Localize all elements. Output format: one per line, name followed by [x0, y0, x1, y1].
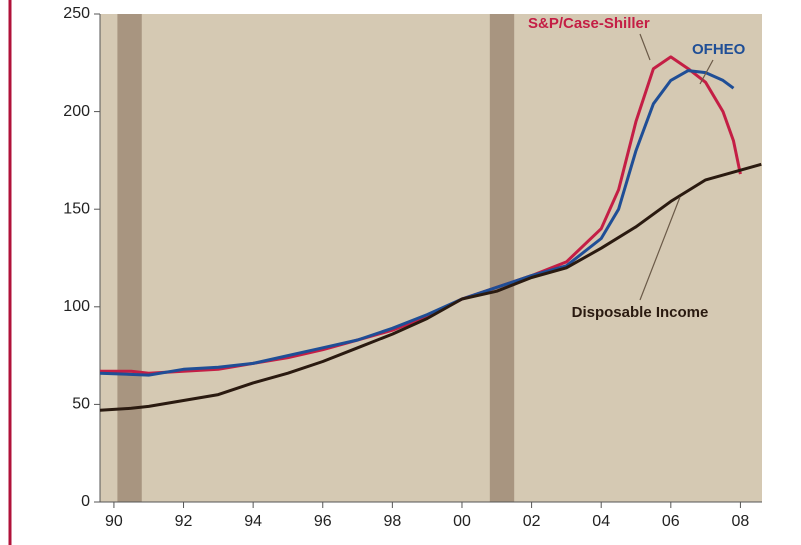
series-label: S&P/Case-Shiller: [528, 15, 650, 32]
x-tick-label: 06: [662, 513, 680, 530]
leader-line: [639, 33, 651, 61]
y-tick-label: 100: [63, 298, 90, 315]
plot-area: [100, 14, 762, 502]
recession-band: [489, 14, 515, 502]
y-tick-label: 250: [63, 5, 90, 22]
x-tick-label: 90: [105, 513, 123, 530]
x-tick-label: 02: [523, 513, 541, 530]
series-label: Disposable Income: [572, 304, 709, 321]
x-tick-label: 00: [453, 513, 471, 530]
y-tick-label: 0: [81, 493, 90, 510]
y-tick-label: 200: [63, 103, 90, 120]
series-line: [99, 162, 762, 412]
x-tick-label: 04: [592, 513, 610, 530]
y-tick-label: 150: [63, 200, 90, 217]
x-tick-label: 94: [244, 513, 262, 530]
x-tick-label: 92: [175, 513, 193, 530]
series-label: OFHEO: [692, 41, 746, 58]
x-tick-label: 96: [314, 513, 332, 530]
series-line: [99, 69, 735, 377]
recession-band: [117, 14, 142, 502]
y-tick-label: 50: [72, 396, 90, 413]
leader-line: [699, 59, 714, 85]
x-tick-label: 08: [732, 513, 750, 530]
x-tick-label: 98: [383, 513, 401, 530]
leader-line: [639, 196, 681, 301]
